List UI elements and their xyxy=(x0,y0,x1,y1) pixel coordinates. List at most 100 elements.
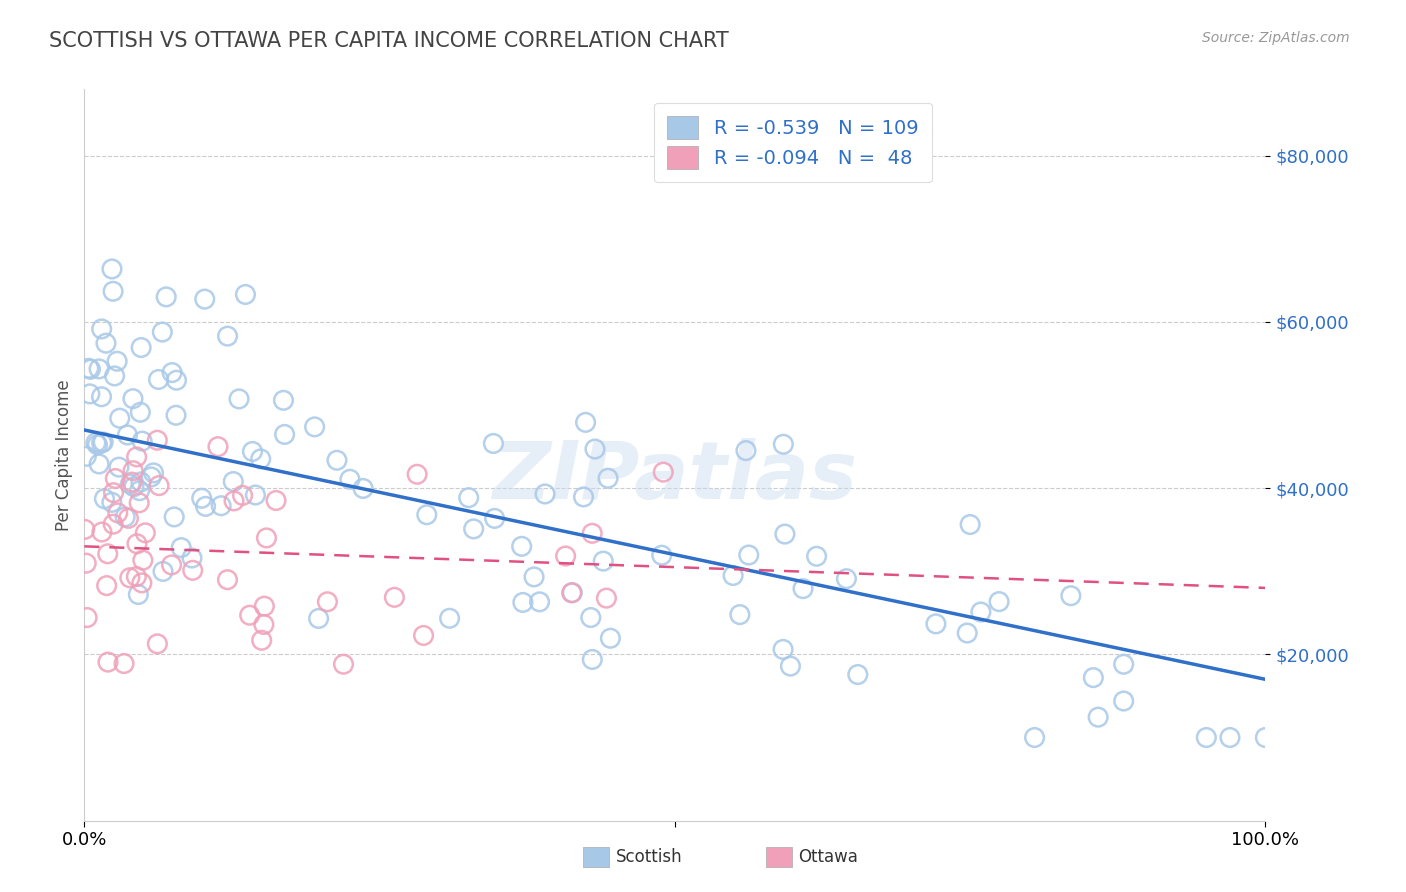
Point xyxy=(235,287,257,301)
Point xyxy=(122,480,145,494)
Point xyxy=(97,655,120,669)
Point xyxy=(128,483,150,498)
Point xyxy=(554,549,576,563)
Bar xyxy=(583,847,609,867)
Point xyxy=(304,420,326,434)
Point xyxy=(332,657,354,672)
Point xyxy=(181,551,204,566)
Point xyxy=(134,525,156,540)
Point xyxy=(93,491,115,506)
Text: SCOTTISH VS OTTAWA PER CAPITA INCOME CORRELATION CHART: SCOTTISH VS OTTAWA PER CAPITA INCOME COR… xyxy=(49,31,728,51)
Point xyxy=(846,667,869,681)
Point xyxy=(125,537,148,551)
Point xyxy=(129,475,152,489)
Point xyxy=(652,465,675,479)
Point xyxy=(738,548,761,562)
Point xyxy=(217,573,239,587)
Point xyxy=(250,633,273,648)
Text: Ottawa: Ottawa xyxy=(799,848,859,866)
Point xyxy=(416,508,439,522)
Point xyxy=(561,585,583,599)
Point xyxy=(155,290,177,304)
Point xyxy=(228,392,250,406)
Point xyxy=(142,466,165,480)
Point xyxy=(122,464,145,478)
Point xyxy=(792,582,814,596)
Point xyxy=(104,471,127,485)
Point xyxy=(1219,731,1241,745)
Point xyxy=(512,595,534,609)
Point xyxy=(122,392,145,406)
Point xyxy=(163,509,186,524)
Point xyxy=(121,475,143,489)
Point xyxy=(596,471,619,485)
Point xyxy=(91,524,114,539)
Point xyxy=(114,509,136,524)
Point xyxy=(1024,731,1046,745)
Point xyxy=(579,610,602,624)
Point xyxy=(160,366,183,380)
Text: ZIPatlas: ZIPatlas xyxy=(492,438,858,516)
Point xyxy=(232,488,254,502)
Point xyxy=(165,409,187,423)
Point xyxy=(599,632,621,646)
Point xyxy=(108,411,131,425)
Point xyxy=(1254,731,1277,745)
Point xyxy=(150,325,173,339)
Point xyxy=(120,477,142,491)
Point xyxy=(772,642,794,657)
Point xyxy=(222,494,245,508)
Point xyxy=(166,373,188,387)
Point xyxy=(96,579,118,593)
Point xyxy=(352,482,374,496)
Point xyxy=(222,475,245,489)
Point xyxy=(959,517,981,532)
Point xyxy=(735,443,758,458)
Point xyxy=(87,362,110,376)
Point xyxy=(209,499,232,513)
Point xyxy=(484,511,506,525)
Point xyxy=(1112,694,1135,708)
Point xyxy=(217,329,239,343)
Point xyxy=(107,506,129,520)
Point xyxy=(835,572,858,586)
Point xyxy=(86,438,108,452)
Point xyxy=(728,607,751,622)
Point xyxy=(101,517,124,532)
Point xyxy=(160,558,183,572)
Point xyxy=(73,523,96,537)
Point xyxy=(1112,657,1135,672)
Point xyxy=(75,450,97,464)
Point xyxy=(76,610,98,624)
Bar xyxy=(766,847,792,867)
Point xyxy=(572,490,595,504)
Point xyxy=(406,467,429,482)
Legend: R = -0.539   N = 109, R = -0.094   N =  48: R = -0.539 N = 109, R = -0.094 N = 48 xyxy=(654,103,932,183)
Point xyxy=(118,571,141,585)
Point xyxy=(148,372,170,386)
Point xyxy=(316,595,339,609)
Point xyxy=(256,531,278,545)
Point xyxy=(105,354,128,368)
Point xyxy=(581,652,603,666)
Y-axis label: Per Capita Income: Per Capita Income xyxy=(55,379,73,531)
Point xyxy=(79,387,101,401)
Point xyxy=(534,487,557,501)
Point xyxy=(339,472,361,486)
Point xyxy=(1083,671,1105,685)
Point xyxy=(103,485,125,500)
Point xyxy=(131,575,153,590)
Point xyxy=(125,450,148,464)
Point xyxy=(523,570,546,584)
Point xyxy=(721,568,744,582)
Point xyxy=(806,549,828,564)
Point xyxy=(1087,710,1109,724)
Point xyxy=(117,428,139,442)
Point xyxy=(457,491,479,505)
Point xyxy=(970,605,993,619)
Point xyxy=(170,541,193,555)
Point xyxy=(253,599,276,614)
Point xyxy=(87,457,110,471)
Point xyxy=(988,594,1011,608)
Point xyxy=(132,553,155,567)
